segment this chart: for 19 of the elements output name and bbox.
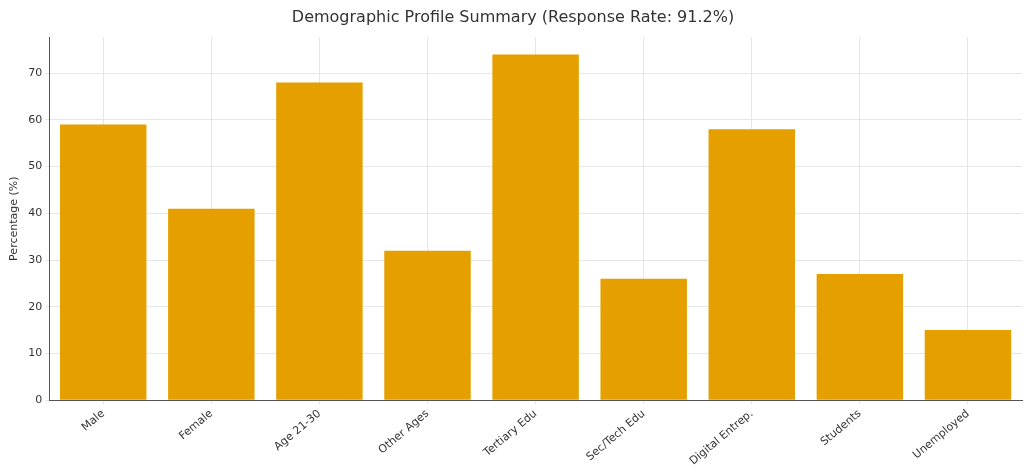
y-tick-label: 30 bbox=[28, 252, 43, 266]
y-tick-label: 70 bbox=[28, 66, 43, 80]
bar bbox=[276, 82, 363, 400]
y-tick-label: 50 bbox=[28, 159, 43, 173]
bar bbox=[60, 124, 147, 400]
y-axis-title: Percentage (%) bbox=[7, 176, 21, 261]
bar bbox=[168, 208, 255, 400]
bar bbox=[708, 129, 796, 400]
chart-title: Demographic Profile Summary (Response Rate: 91.2%) bbox=[291, 6, 735, 26]
y-tick-label: 20 bbox=[28, 299, 43, 313]
y-tick-label: 40 bbox=[28, 206, 43, 220]
y-tick-label: 0 bbox=[35, 393, 43, 407]
y-tick-label: 60 bbox=[28, 112, 43, 126]
bar bbox=[384, 250, 471, 400]
bar bbox=[924, 330, 1012, 400]
bar bbox=[816, 274, 904, 400]
bar bbox=[492, 54, 579, 400]
y-tick-label: 10 bbox=[28, 346, 43, 360]
bar bbox=[600, 278, 687, 400]
